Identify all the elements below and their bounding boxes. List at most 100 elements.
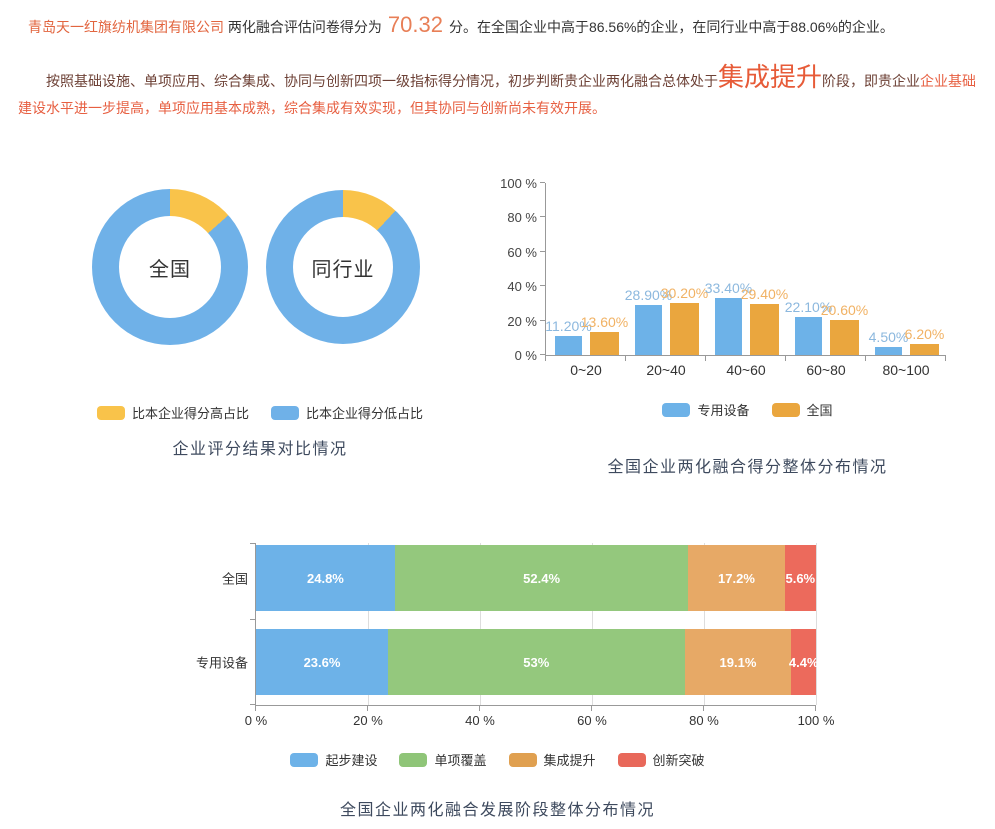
x-axis-label: 20 %	[353, 713, 383, 728]
x-axis-label: 80 %	[689, 713, 719, 728]
segment-创新突破[interactable]: 5.6%	[784, 545, 816, 611]
stacked-row-0: 24.8% 52.4% 17.2% 5.6%	[256, 545, 816, 611]
score-distribution-legend: 专用设备 全国	[500, 400, 995, 419]
legend-swatch-stage-single	[399, 752, 428, 767]
x-axis-category-label: 0~20	[570, 362, 602, 378]
segment-起步建设[interactable]: 23.6%	[256, 629, 389, 695]
legend-label-stage-integration: 集成提升	[543, 753, 596, 768]
score-summary-paragraph: 青岛天一红旗纺机集团有限公司 两化融合评估问卷得分为 70.32 分。在全国企业中高…	[28, 12, 978, 40]
y-axis-label: 80 %	[507, 210, 537, 226]
segment-单项覆盖[interactable]: 52.4%	[394, 545, 689, 611]
row-label-0: 全国	[221, 571, 248, 587]
y-axis-tick	[540, 250, 545, 252]
segment-集成提升[interactable]: 17.2%	[688, 545, 785, 611]
donut-industry: 同行业	[266, 190, 420, 344]
bar-全国-80~100[interactable]	[910, 344, 939, 355]
y-axis-label: 60 %	[507, 244, 537, 260]
x-axis-tick	[815, 706, 816, 711]
stage-text-mid: 阶段，即贵企业	[822, 73, 921, 89]
donut-legend: 比本企业得分高占比 比本企业得分低占比	[60, 403, 460, 422]
x-axis-tick	[865, 356, 866, 361]
y-axis-tick	[250, 704, 255, 705]
x-axis-tick	[625, 356, 626, 361]
score-prefix-text: 两化融合评估问卷得分为	[224, 19, 382, 35]
donut-industry-label: 同行业	[293, 217, 393, 317]
bar-value-label: 29.40%	[740, 286, 789, 303]
legend-swatch-stage-innovation	[617, 752, 646, 767]
segment-单项覆盖[interactable]: 53%	[388, 629, 685, 695]
y-axis-tick	[250, 619, 255, 620]
score-distribution-plot: 0 % 20 % 40 % 60 % 80 % 100 % 0~20 20~40 40~60 60…	[500, 176, 946, 378]
x-axis-tick	[367, 706, 368, 711]
stage-summary-paragraph: 按照基础设施、单项应用、综合集成、协同与创新四项一级指标得分情况，初步判断贵企业…	[18, 64, 980, 122]
row-label-1: 专用设备	[195, 655, 248, 671]
donut-chart-title: 企业评分结果对比情况	[172, 441, 348, 458]
stage-name: 集成提升	[718, 62, 823, 92]
x-axis-tick	[591, 706, 592, 711]
score-suffix-text: 分。在全国企业中高于86.56%的企业，在同行业中高于88.06%的企业。	[448, 19, 894, 35]
x-axis-tick	[705, 356, 706, 361]
stage-distribution-plot: 全国 24.8% 52.4% 17.2% 5.6% 专用设备 23.6% 53% 19.1% 4.…	[196, 543, 834, 728]
bar-全国-20~40[interactable]	[670, 303, 699, 355]
gridline	[480, 543, 481, 705]
legend-item-stage-innovation: 创新突破	[617, 750, 705, 769]
segment-起步建设[interactable]: 24.8%	[256, 545, 395, 611]
x-axis-category-label: 20~40	[646, 362, 686, 378]
legend-item-special-equipment: 专用设备	[662, 400, 750, 419]
legend-item-stage-single: 单项覆盖	[399, 750, 487, 769]
legend-label-lower: 比本企业得分低占比	[306, 406, 424, 421]
stage-text-tail: 企业基础建设水平进一步提高，单项应用基本成熟，综合集成有效实现，但其协同与创新尚…	[18, 73, 977, 116]
legend-label-stage-start: 起步建设	[325, 753, 378, 768]
company-name: 青岛天一红旗纺机集团有限公司	[28, 19, 224, 35]
segment-创新突破[interactable]: 4.4%	[789, 629, 819, 695]
bar-专用设备-40~60[interactable]	[715, 297, 742, 355]
bar-专用设备-60~80[interactable]	[795, 317, 822, 355]
y-axis-tick	[540, 319, 545, 321]
x-axis-label: 60 %	[577, 713, 607, 728]
overall-score-value: 70.32	[387, 12, 443, 37]
bar-全国-0~20[interactable]	[590, 331, 619, 355]
bar-专用设备-0~20[interactable]	[555, 335, 582, 355]
legend-item-national: 全国	[771, 400, 833, 419]
y-axis-label: 20 %	[507, 313, 537, 329]
donut-national-label: 全国	[119, 216, 221, 318]
legend-label-stage-innovation: 创新突破	[652, 753, 705, 768]
donut-national-label-text: 全国	[149, 258, 191, 281]
gridline	[816, 543, 817, 705]
legend-swatch-special-equipment	[662, 402, 691, 417]
x-axis-label: 40 %	[465, 713, 495, 728]
x-axis-category-label: 40~60	[726, 362, 766, 378]
bar-value-label: 13.60%	[580, 313, 629, 330]
bar-专用设备-20~40[interactable]	[635, 305, 662, 355]
legend-swatch-lower	[271, 405, 299, 420]
y-axis-tick	[540, 216, 545, 218]
segment-集成提升[interactable]: 19.1%	[684, 629, 792, 695]
bar-value-label: 30.20%	[660, 285, 709, 302]
x-axis-tick	[479, 706, 480, 711]
gridline	[592, 543, 593, 705]
bar-value-label: 11.20%	[545, 317, 592, 334]
y-axis-label: 40 %	[507, 279, 537, 295]
legend-swatch-national	[771, 402, 800, 417]
legend-item-lower: 比本企业得分低占比	[271, 403, 423, 422]
legend-label-stage-single: 单项覆盖	[434, 753, 487, 768]
x-axis-tick	[703, 706, 704, 711]
x-axis-category-label: 80~100	[882, 362, 930, 378]
stage-distribution-title: 全国企业两化融合发展阶段整体分布情况	[339, 802, 655, 819]
legend-swatch-stage-integration	[508, 752, 537, 767]
x-axis-tick	[255, 706, 256, 711]
bar-全国-40~60[interactable]	[750, 304, 779, 355]
x-axis-category-label: 60~80	[806, 362, 846, 378]
bar-全国-60~80[interactable]	[830, 319, 859, 355]
legend-item-stage-integration: 集成提升	[508, 750, 596, 769]
bar-value-label: 6.20%	[904, 326, 945, 343]
gridline	[368, 543, 369, 705]
score-distribution-title: 全国企业两化融合得分整体分布情况	[607, 459, 888, 476]
donut-industry-label-text: 同行业	[311, 258, 375, 281]
legend-label-national: 全国	[806, 403, 833, 418]
x-axis-tick	[785, 356, 786, 361]
donut-chart-panel: 全国 同行业 比本企业得分高占比 比本企业得分低占比 企业评分结果对比情况	[60, 175, 460, 465]
y-axis-tick	[540, 182, 545, 183]
y-axis-tick	[540, 285, 545, 287]
bar-专用设备-80~100[interactable]	[875, 347, 902, 355]
